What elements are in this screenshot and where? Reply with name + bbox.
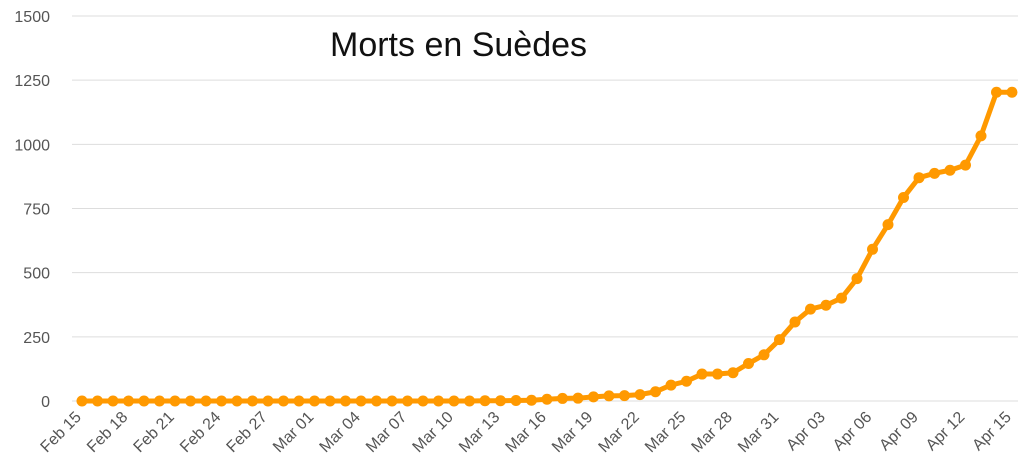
data-point: [185, 395, 196, 407]
x-tick-label: Feb 18: [84, 409, 131, 456]
data-point: [898, 191, 909, 203]
x-tick-label: Mar 04: [317, 409, 364, 456]
data-point: [867, 243, 878, 255]
data-point: [262, 395, 274, 407]
data-point: [417, 395, 429, 407]
data-point: [154, 395, 165, 407]
x-tick-label: Apr 09: [876, 409, 921, 454]
data-point: [169, 395, 181, 407]
x-axis-tick-labels: Feb 15 Feb 18 Feb 21 Feb 24 Feb 27 Mar 01 Mar …: [38, 409, 1015, 456]
data-point: [727, 367, 739, 379]
x-tick-label: Feb 15: [38, 409, 85, 456]
x-tick-label: Feb 21: [131, 409, 178, 456]
x-tick-label: Mar 31: [735, 409, 782, 456]
data-point: [975, 130, 987, 142]
data-point: [216, 395, 227, 407]
x-tick-label: Apr 03: [783, 409, 828, 454]
x-tick-label: Feb 24: [177, 409, 224, 456]
data-point: [820, 299, 832, 311]
data-point: [944, 164, 956, 176]
data-point: [882, 219, 894, 231]
x-tick-label: Mar 01: [270, 409, 317, 456]
data-point: [913, 172, 925, 184]
data-point: [526, 394, 537, 406]
data-point: [836, 292, 847, 304]
data-point: [247, 395, 258, 407]
data-point: [309, 395, 320, 407]
data-point: [929, 167, 940, 179]
data-point: [960, 159, 971, 171]
data-point: [76, 395, 88, 407]
x-tick-label: Mar 10: [410, 409, 457, 456]
data-point: [448, 395, 460, 407]
data-point: [355, 395, 367, 407]
data-point: [200, 395, 212, 407]
data-point: [758, 349, 770, 361]
data-point: [572, 392, 584, 404]
data-point: [743, 358, 754, 370]
data-point: [92, 395, 103, 407]
data-point: [557, 392, 568, 404]
data-point: [665, 379, 677, 391]
x-tick-label: Apr 06: [830, 409, 875, 454]
x-tick-label: Mar 22: [596, 409, 643, 456]
data-point: [278, 395, 289, 407]
x-tick-label: Mar 13: [456, 409, 503, 456]
data-point: [479, 395, 491, 407]
data-point: [510, 394, 522, 406]
data-point: [619, 390, 630, 402]
x-tick-label: Mar 25: [642, 409, 689, 456]
y-tick-label: 1000: [14, 137, 50, 154]
data-point: [433, 395, 444, 407]
data-point: [805, 303, 816, 315]
x-tick-label: Apr 12: [923, 409, 968, 454]
data-point: [588, 391, 599, 403]
y-tick-label: 1500: [14, 9, 50, 26]
data-point: [681, 375, 692, 387]
data-point: [340, 395, 351, 407]
data-point: [231, 395, 243, 407]
data-point: [603, 390, 615, 402]
y-tick-label: 750: [23, 202, 50, 219]
data-point: [541, 393, 553, 405]
data-point: [696, 368, 708, 380]
y-tick-label: 0: [41, 394, 50, 411]
data-point: [991, 86, 1002, 98]
x-tick-label: Mar 07: [363, 409, 410, 456]
data-point: [123, 395, 134, 407]
data-point: [107, 395, 119, 407]
data-point: [634, 389, 646, 401]
data-point: [138, 395, 150, 407]
chart-title: Morts en Suèdes: [330, 26, 587, 64]
data-point: [851, 273, 863, 285]
data-point: [774, 334, 785, 346]
y-axis-tick-labels: 0 250 500 750 1000 1250 1500: [14, 9, 50, 411]
data-point: [712, 368, 723, 380]
y-tick-label: 1250: [14, 73, 50, 90]
data-point: [293, 395, 305, 407]
data-point: [789, 316, 801, 328]
data-point: [402, 395, 413, 407]
data-point: [324, 395, 336, 407]
x-tick-label: Apr 15: [969, 409, 1014, 454]
y-tick-label: 500: [23, 266, 50, 283]
chart-grid: [72, 15, 1018, 402]
data-point: [371, 395, 382, 407]
deaths-series: [76, 86, 1018, 407]
x-tick-label: Mar 28: [689, 409, 736, 456]
data-point: [495, 395, 506, 407]
x-tick-label: Mar 16: [503, 409, 550, 456]
data-point: [464, 395, 475, 407]
y-tick-label: 250: [23, 330, 50, 347]
data-point: [1006, 86, 1018, 98]
data-point: [650, 386, 661, 398]
x-tick-label: Mar 19: [549, 409, 596, 456]
data-point: [386, 395, 398, 407]
x-tick-label: Feb 27: [224, 409, 271, 456]
